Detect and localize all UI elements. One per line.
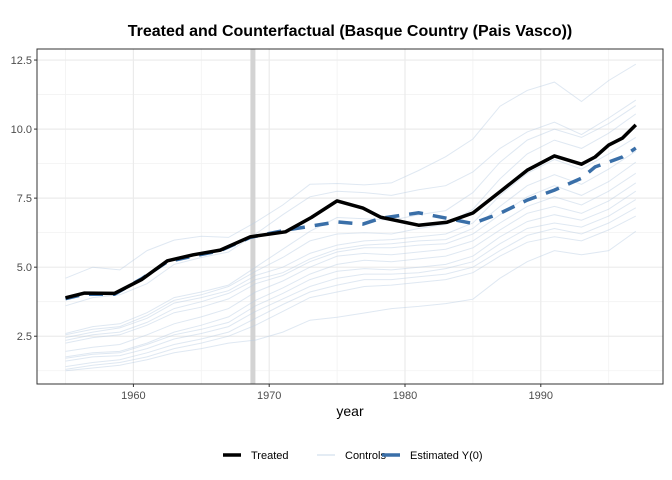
control-line: [65, 150, 637, 341]
controls-series: [65, 63, 637, 372]
control-line: [65, 199, 637, 362]
y-axis: 2.5 5.0 7.5 10.0 12.5: [11, 55, 37, 343]
x-tick-label: 1990: [529, 390, 553, 402]
y-tick-label: 10.0: [11, 124, 32, 136]
control-line: [65, 182, 637, 358]
control-line: [65, 215, 637, 370]
y-tick-label: 12.5: [11, 55, 32, 67]
grid-minor: [37, 49, 663, 384]
legend: Treated Controls Estimated Y(0): [223, 450, 483, 462]
control-line: [65, 230, 637, 372]
plot-panel: [36, 48, 664, 385]
x-tick-label: 1960: [121, 390, 145, 402]
grid-major: [37, 49, 663, 384]
legend-label: Controls: [345, 450, 386, 462]
y-tick-label: 5.0: [17, 262, 32, 274]
y-tick-label: 2.5: [17, 331, 32, 343]
x-tick-label: 1970: [257, 390, 281, 402]
chart-title: Treated and Counterfactual (Basque Count…: [128, 23, 573, 40]
legend-label: Treated: [251, 450, 289, 462]
control-line: [65, 99, 637, 307]
control-line: [65, 136, 637, 339]
legend-label: Estimated Y(0): [410, 450, 483, 462]
control-line: [65, 63, 637, 279]
x-axis: 1960 1970 1980 1990: [121, 384, 553, 402]
y-tick-label: 7.5: [17, 193, 32, 205]
panel-border: [36, 48, 664, 385]
control-line: [65, 190, 637, 359]
x-tick-label: 1980: [393, 390, 417, 402]
control-line: [65, 161, 637, 344]
control-line: [65, 113, 637, 336]
treated-line: [65, 123, 638, 300]
x-axis-label: year: [336, 403, 364, 419]
control-line: [65, 207, 637, 368]
control-line: [65, 172, 637, 352]
panel-background: [37, 49, 663, 384]
treatment-band: [250, 49, 256, 384]
control-line: [65, 105, 637, 334]
